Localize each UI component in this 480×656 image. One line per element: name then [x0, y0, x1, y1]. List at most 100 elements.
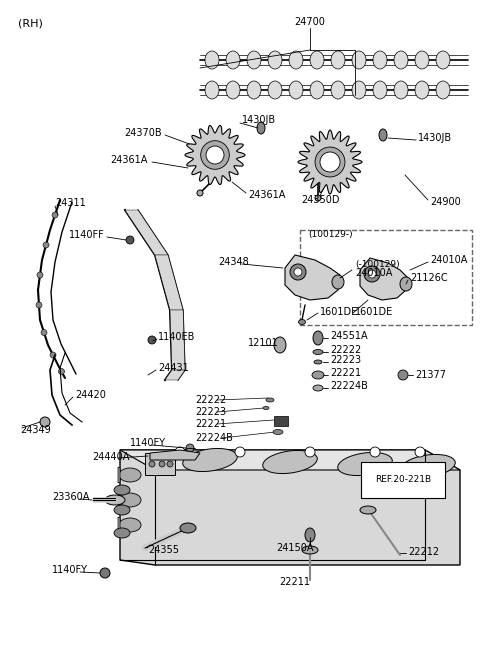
- Text: (100129-): (100129-): [308, 230, 353, 239]
- Circle shape: [37, 272, 43, 278]
- Ellipse shape: [313, 350, 323, 354]
- Text: 24551A: 24551A: [330, 331, 368, 341]
- Text: 24311: 24311: [55, 198, 86, 208]
- Text: 1601DE: 1601DE: [355, 307, 393, 317]
- Circle shape: [100, 568, 110, 578]
- Polygon shape: [118, 517, 120, 533]
- Ellipse shape: [268, 51, 282, 69]
- Polygon shape: [165, 370, 185, 380]
- Text: (-100129): (-100129): [355, 260, 400, 270]
- Circle shape: [52, 212, 58, 218]
- Ellipse shape: [302, 546, 318, 554]
- Ellipse shape: [257, 122, 265, 134]
- Circle shape: [36, 302, 42, 308]
- Ellipse shape: [247, 51, 261, 69]
- Polygon shape: [120, 450, 460, 565]
- Ellipse shape: [314, 360, 322, 364]
- Ellipse shape: [114, 505, 130, 515]
- Circle shape: [148, 336, 156, 344]
- Ellipse shape: [379, 129, 387, 141]
- Text: REF.20-221B: REF.20-221B: [375, 476, 431, 485]
- Circle shape: [364, 266, 380, 282]
- Ellipse shape: [394, 81, 408, 99]
- Ellipse shape: [310, 81, 324, 99]
- Text: 1140FF: 1140FF: [69, 230, 105, 240]
- Text: 1430JB: 1430JB: [242, 115, 276, 125]
- Text: 24361A: 24361A: [110, 155, 148, 165]
- Ellipse shape: [266, 398, 274, 402]
- Circle shape: [159, 461, 165, 467]
- Ellipse shape: [310, 51, 324, 69]
- Ellipse shape: [247, 81, 261, 99]
- Text: 24010A: 24010A: [355, 268, 392, 278]
- Circle shape: [43, 242, 49, 248]
- Circle shape: [175, 447, 185, 457]
- Circle shape: [40, 417, 50, 427]
- Circle shape: [59, 369, 64, 375]
- Polygon shape: [155, 255, 183, 310]
- Ellipse shape: [180, 523, 196, 533]
- Ellipse shape: [415, 81, 429, 99]
- Text: 22224B: 22224B: [330, 381, 368, 391]
- Ellipse shape: [119, 493, 141, 507]
- Text: 22221: 22221: [195, 419, 226, 429]
- Ellipse shape: [352, 51, 366, 69]
- Ellipse shape: [119, 468, 141, 482]
- Ellipse shape: [331, 51, 345, 69]
- Ellipse shape: [268, 81, 282, 99]
- Circle shape: [41, 329, 47, 335]
- Circle shape: [186, 444, 194, 452]
- Ellipse shape: [119, 518, 141, 532]
- Circle shape: [398, 370, 408, 380]
- Text: 24361A: 24361A: [248, 190, 286, 200]
- Ellipse shape: [338, 453, 392, 476]
- Text: 22221: 22221: [330, 368, 361, 378]
- Text: 22223: 22223: [195, 407, 226, 417]
- Circle shape: [149, 461, 155, 467]
- Polygon shape: [360, 258, 408, 300]
- Ellipse shape: [305, 528, 315, 542]
- Polygon shape: [150, 450, 200, 460]
- Ellipse shape: [205, 81, 219, 99]
- Polygon shape: [118, 467, 120, 483]
- Polygon shape: [185, 125, 245, 184]
- Ellipse shape: [226, 51, 240, 69]
- Circle shape: [50, 352, 56, 358]
- Text: 22212: 22212: [408, 547, 439, 557]
- Ellipse shape: [226, 81, 240, 99]
- Ellipse shape: [331, 81, 345, 99]
- Text: 22222: 22222: [195, 395, 226, 405]
- Ellipse shape: [415, 51, 429, 69]
- Text: 24431: 24431: [158, 363, 189, 373]
- Polygon shape: [118, 492, 120, 508]
- Circle shape: [320, 152, 340, 172]
- Ellipse shape: [114, 528, 130, 538]
- Text: 24348: 24348: [218, 257, 249, 267]
- Circle shape: [370, 447, 380, 457]
- Circle shape: [294, 268, 302, 276]
- Ellipse shape: [373, 81, 387, 99]
- Text: 1430JB: 1430JB: [418, 133, 452, 143]
- Text: 24150A: 24150A: [276, 543, 314, 553]
- Text: (RH): (RH): [18, 18, 43, 28]
- Text: 24349: 24349: [20, 425, 51, 435]
- Ellipse shape: [312, 371, 324, 379]
- Polygon shape: [125, 210, 168, 255]
- Circle shape: [167, 461, 173, 467]
- Ellipse shape: [289, 51, 303, 69]
- Text: 22224B: 22224B: [195, 433, 233, 443]
- Circle shape: [415, 447, 425, 457]
- Ellipse shape: [360, 506, 376, 514]
- Ellipse shape: [197, 190, 203, 196]
- Text: 24700: 24700: [295, 17, 325, 27]
- Text: 21126C: 21126C: [410, 273, 448, 283]
- Ellipse shape: [313, 331, 323, 345]
- Ellipse shape: [394, 51, 408, 69]
- Ellipse shape: [105, 495, 125, 505]
- Ellipse shape: [315, 195, 321, 201]
- Circle shape: [126, 236, 134, 244]
- Ellipse shape: [401, 455, 455, 478]
- Ellipse shape: [183, 449, 237, 472]
- Text: 22222: 22222: [330, 345, 361, 355]
- Circle shape: [315, 147, 345, 177]
